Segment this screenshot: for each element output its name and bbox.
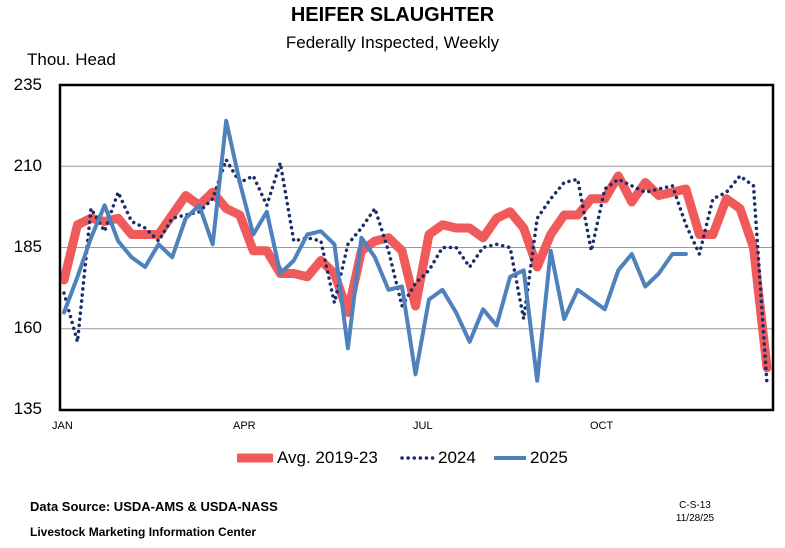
plot-frame: [58, 83, 775, 412]
legend-swatch-2025: [494, 456, 526, 460]
legend-label-2025: 2025: [530, 448, 568, 467]
y-tick-label: 235: [13, 75, 42, 94]
y-tick-label: 185: [13, 237, 42, 256]
x-tick-label: JUL: [413, 420, 433, 432]
x-tick-label: OCT: [590, 420, 614, 432]
x-tick-label: APR: [233, 420, 256, 432]
series-line-2025: [62, 118, 688, 383]
y-tick-label: 210: [13, 156, 42, 175]
series-line-2024: [62, 158, 769, 386]
chart-title: HEIFER SLAUGHTER: [290, 4, 495, 26]
y-axis-label: Thou. Head: [27, 50, 116, 69]
chart-date: 11/28/25: [675, 513, 715, 524]
legend-swatch-avg: [237, 453, 273, 463]
series-layer: [59, 118, 772, 386]
organization: Livestock Marketing Information Center: [30, 525, 257, 539]
legend-label-2024: 2024: [438, 448, 476, 467]
chart-code: C-S-13 11/28/25: [660, 499, 730, 525]
gridlines: [60, 165, 773, 330]
data-source: Data Source: USDA-AMS & USDA-NASS: [30, 499, 278, 514]
legend-label-avg: Avg. 2019-23: [277, 448, 378, 467]
y-tick-label: 135: [13, 399, 42, 418]
series-line-avg-2019-23: [59, 171, 772, 373]
chart-id: C-S-13: [679, 500, 711, 511]
x-tick-label: JAN: [52, 420, 73, 432]
chart-subtitle: Federally Inspected, Weekly: [285, 33, 500, 52]
legend-swatch-2024: [400, 456, 440, 460]
y-tick-label: 160: [13, 318, 42, 337]
